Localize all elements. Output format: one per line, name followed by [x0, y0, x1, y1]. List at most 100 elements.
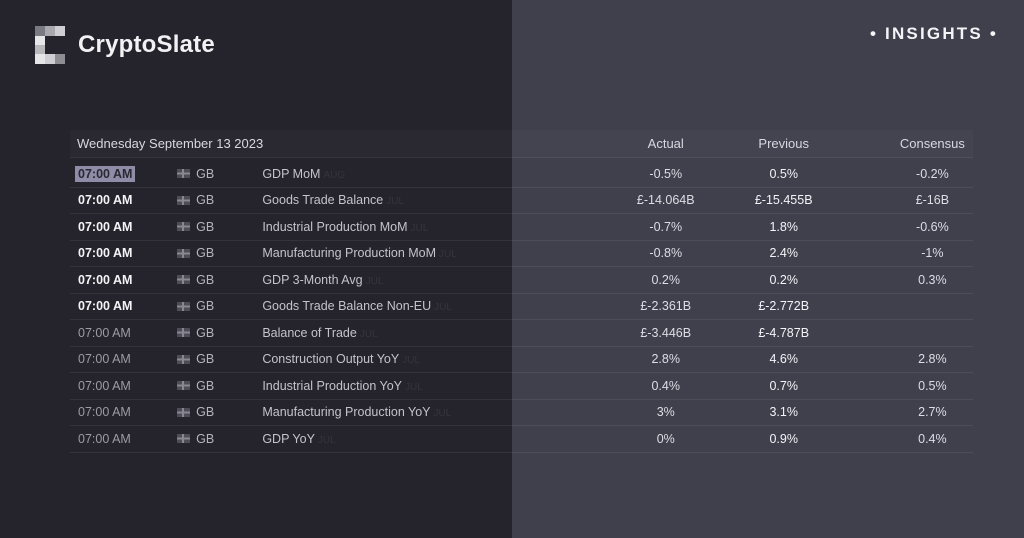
previous-value: 0.2%	[769, 272, 798, 287]
event-name[interactable]: Industrial Production MoM JUL	[262, 219, 429, 234]
uk-flag-icon	[177, 248, 191, 258]
consensus-value: -1%	[921, 246, 944, 261]
country-code: GB	[196, 299, 215, 314]
event-country: GB	[177, 326, 262, 340]
event-country: GB	[177, 167, 262, 181]
actual-value: £-14.064B	[636, 193, 695, 208]
event-time: 07:00 AM	[78, 378, 131, 393]
uk-flag-icon	[177, 434, 191, 444]
consensus-value: -0.6%	[916, 219, 949, 234]
event-time: 07:00 AM	[78, 219, 133, 234]
actual-value: -0.5%	[649, 166, 683, 181]
event-name[interactable]: Goods Trade Balance JUL	[262, 193, 405, 208]
consensus-value: 2.7%	[918, 405, 947, 420]
event-name[interactable]: Manufacturing Production MoM JUL	[262, 246, 457, 261]
consensus-value: 2.8%	[918, 352, 947, 367]
event-country: GB	[177, 379, 262, 393]
event-name[interactable]: GDP MoM AUG	[262, 166, 346, 181]
event-name[interactable]: GDP YoY JUL	[262, 431, 336, 446]
consensus-value: -0.2%	[916, 166, 949, 181]
uk-flag-icon	[177, 381, 191, 391]
event-country: GB	[177, 273, 262, 287]
table-row[interactable]: 07:00 AM GB Industrial Production MoM JUL…	[70, 214, 973, 241]
actual-value: £-3.446B	[640, 325, 692, 340]
event-country: GB	[177, 405, 262, 419]
consensus-value: 0.4%	[918, 431, 947, 446]
event-time: 07:00 AM	[78, 431, 131, 446]
actual-value: 0.4%	[651, 378, 680, 393]
table-row[interactable]: 07:00 AM GB GDP YoY JUL 0% 0.9% 0.4%	[70, 426, 973, 453]
consensus-value: 0.5%	[918, 378, 947, 393]
uk-flag-icon	[177, 222, 191, 232]
actual-value: -0.8%	[649, 246, 683, 261]
right-panel	[512, 0, 1024, 538]
event-period-label: JUL	[439, 249, 457, 261]
insights-badge: • INSIGHTS •	[869, 24, 998, 43]
actual-value: £-2.361B	[640, 299, 692, 314]
previous-value: 0.9%	[769, 431, 798, 446]
event-name[interactable]: Manufacturing Production YoY JUL	[262, 405, 452, 420]
event-period-label: JUL	[365, 275, 384, 287]
event-period-label: JUL	[317, 434, 336, 446]
event-name[interactable]: Construction Output YoY JUL	[262, 352, 421, 367]
event-time: 07:00 AM	[78, 299, 133, 314]
country-code: GB	[196, 431, 215, 446]
event-period-label: JUL	[402, 355, 421, 367]
previous-value: 3.1%	[769, 405, 798, 420]
country-code: GB	[196, 219, 215, 234]
table-row[interactable]: 07:00 AM GB Industrial Production YoY JUL…	[70, 373, 973, 400]
event-time: 07:00 AM	[78, 193, 133, 208]
country-code: GB	[196, 193, 215, 208]
event-time: 07:00 AM	[78, 352, 131, 367]
economic-calendar-table: Wednesday September 13 2023 Actual Previ…	[70, 130, 973, 453]
country-code: GB	[196, 325, 215, 340]
event-country: GB	[177, 432, 262, 446]
uk-flag-icon	[177, 195, 191, 205]
pixel-bracket-logo-icon	[35, 26, 65, 64]
previous-value: 0.7%	[769, 378, 798, 393]
event-time: 07:00 AM	[78, 272, 133, 287]
event-period-label: JUL	[433, 408, 452, 420]
table-row[interactable]: 07:00 AM GB Manufacturing Production YoY…	[70, 400, 973, 426]
table-row[interactable]: 07:00 AM GB Manufacturing Production MoM…	[70, 241, 973, 267]
table-row[interactable]: 07:00 AM GB Balance of Trade JUL £-3.446B…	[70, 320, 973, 347]
column-header-actual: Actual	[647, 136, 684, 151]
event-time: 07:00 AM	[78, 405, 131, 420]
left-panel	[0, 0, 512, 538]
table-row[interactable]: 07:00 AM GB Goods Trade Balance Non-EU JU…	[70, 294, 973, 320]
actual-value: 3%	[656, 405, 675, 420]
country-code: GB	[196, 166, 215, 181]
event-period-label: AUG	[323, 169, 346, 181]
column-header-consensus: Consensus	[899, 136, 965, 151]
country-code: GB	[196, 246, 215, 261]
consensus-value: 0.3%	[918, 272, 947, 287]
event-name[interactable]: GDP 3-Month Avg JUL	[262, 272, 384, 287]
actual-value: 0.2%	[651, 272, 680, 287]
brand-name: CryptoSlate	[78, 31, 215, 58]
uk-flag-icon	[177, 169, 191, 179]
event-name[interactable]: Industrial Production YoY JUL	[262, 378, 423, 393]
actual-value: 0%	[656, 431, 675, 446]
uk-flag-icon	[177, 275, 191, 285]
previous-value: 0.5%	[769, 166, 798, 181]
event-period-label: JUL	[410, 222, 429, 234]
country-code: GB	[196, 272, 215, 287]
table-row[interactable]: 07:00 AM GB GDP 3-Month Avg JUL 0.2% 0.2%…	[70, 267, 973, 294]
table-row[interactable]: 07:00 AM GB GDP MoM AUG -0.5% 0.5% -0.2%	[70, 161, 973, 188]
event-period-label: JUL	[386, 196, 405, 208]
previous-value: 2.4%	[769, 246, 798, 261]
brand-logo[interactable]: CryptoSlate	[35, 26, 215, 64]
table-row[interactable]: 07:00 AM GB Goods Trade Balance JUL £-14.…	[70, 188, 973, 214]
previous-value: £-2.772B	[758, 299, 810, 314]
consensus-value: £-16B	[915, 193, 950, 208]
event-period-label: JUL	[434, 302, 452, 314]
event-time: 07:00 AM	[78, 325, 131, 340]
event-period-label: JUL	[359, 328, 378, 340]
table-row[interactable]: 07:00 AM GB Construction Output YoY JUL 2…	[70, 347, 973, 373]
table-body: 07:00 AM GB GDP MoM AUG -0.5% 0.5% -0.2% …	[70, 161, 973, 453]
previous-value: £-15.455B	[754, 193, 813, 208]
event-name[interactable]: Balance of Trade JUL	[262, 325, 378, 340]
country-code: GB	[196, 405, 215, 420]
uk-flag-icon	[177, 354, 191, 364]
event-name[interactable]: Goods Trade Balance Non-EU JUL	[262, 299, 452, 314]
